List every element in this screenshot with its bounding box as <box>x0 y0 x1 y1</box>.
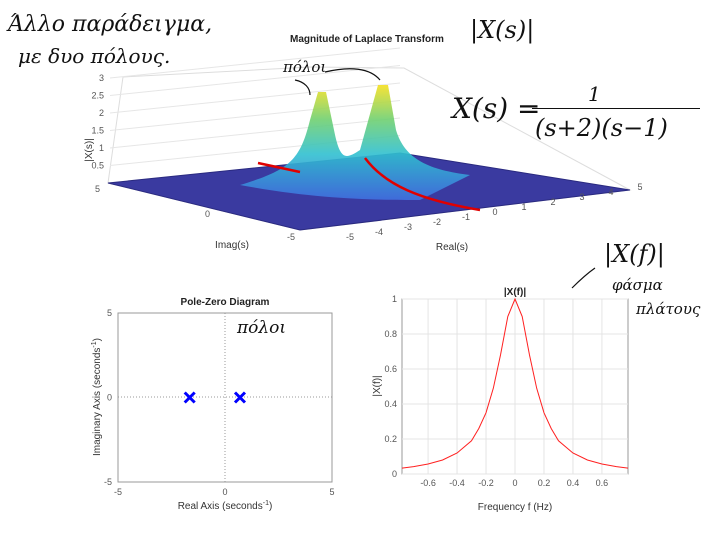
real-tick-label: -4 <box>375 227 383 237</box>
z-gridline <box>109 47 401 79</box>
z-gridline <box>109 65 401 96</box>
real-tick-label: 0 <box>492 207 497 217</box>
z-tick-label: 2.5 <box>91 91 104 101</box>
pole-marker <box>233 391 247 404</box>
pz-title: Pole-Zero Diagram <box>181 297 270 308</box>
pz-y-tick: 0 <box>107 393 112 403</box>
pz-ylabel: Imaginary Axis (seconds-1) <box>91 338 103 456</box>
formula-lhs: X(s) = <box>452 92 541 125</box>
real-tick-label: -3 <box>404 222 412 232</box>
freq-ylabel: |X(f)| <box>372 375 383 396</box>
freq-xlabel: Frequency f (Hz) <box>478 502 552 513</box>
freq-y-tick: 0.4 <box>384 399 397 409</box>
pz-y-tick: -5 <box>104 477 112 487</box>
freq-y-tick: 0.8 <box>384 329 397 339</box>
surface-peaks <box>240 85 470 200</box>
pz-x-tick: 5 <box>329 487 334 497</box>
pz-xlabel: Real Axis (seconds-1) <box>178 500 273 512</box>
real-tick-label: 3 <box>579 192 584 202</box>
surface-zlabel: |X(s)| <box>84 138 95 162</box>
note-amplitude: πλάτους <box>636 300 701 318</box>
real-tick-label: 5 <box>637 182 642 192</box>
z-gridline <box>109 82 401 114</box>
z-tick-label: 0.5 <box>91 161 104 171</box>
note-spectrum: φάσμα <box>612 276 663 294</box>
z-gridline <box>109 100 401 131</box>
pole-marker <box>183 391 196 404</box>
formula-denominator: (s+2)(s−1) <box>535 114 668 142</box>
imag-tick: 5 <box>95 184 100 194</box>
pz-y-tick: 5 <box>107 308 112 318</box>
note-line2: με δυο πόλους. <box>18 44 171 68</box>
note-xf-magnitude: |X(f)| <box>604 240 665 268</box>
real-tick-label: -1 <box>462 212 470 222</box>
arrow-annotation <box>294 68 381 96</box>
formula-numerator: 1 <box>588 82 601 106</box>
freq-y-tick: 0 <box>392 469 397 479</box>
pz-x-tick: -5 <box>114 487 122 497</box>
freq-x-tick: 0 <box>512 478 517 488</box>
freq-x-tick: -0.6 <box>420 478 436 488</box>
freq-x-tick: -0.2 <box>478 478 494 488</box>
surface-plot: Magnitude of Laplace Transform 0.5 1 1.5 2 2… <box>84 34 643 253</box>
arrow-annotation <box>571 267 596 289</box>
real-tick-label: 4 <box>608 187 613 197</box>
formula-fraction-bar <box>532 108 700 109</box>
note-poles-pz: πόλοι <box>237 318 287 338</box>
z-tick-label: 2 <box>99 108 104 118</box>
pole-zero-plot: Pole-Zero Diagram Real Axis (seconds-1) … <box>91 297 335 512</box>
note-xs-magnitude: |X(s)| <box>470 16 535 44</box>
z-gridline <box>109 135 401 166</box>
frequency-plot: |X(f)| Frequency f (Hz) |X(f)| -0.6 -0.4 -… <box>372 287 629 513</box>
real-tick-label: -5 <box>346 232 354 242</box>
surface-xlabel: Real(s) <box>436 242 468 253</box>
real-tick-label: -2 <box>433 217 441 227</box>
freq-y-tick: 0.2 <box>384 434 397 444</box>
freq-title: |X(f)| <box>504 287 526 298</box>
pz-x-tick: 0 <box>222 487 227 497</box>
note-poles-top: πόλοι <box>283 58 327 76</box>
surface-ylabel: Imag(s) <box>215 240 249 251</box>
freq-x-tick: 0.2 <box>538 478 551 488</box>
surface-highlight-curve <box>257 157 481 212</box>
freq-x-tick: -0.4 <box>449 478 465 488</box>
freq-y-tick: 0.6 <box>384 364 397 374</box>
z-tick-label: 1.5 <box>91 126 104 136</box>
z-gridline <box>109 117 401 149</box>
imag-tick: -5 <box>287 232 295 242</box>
z-tick-label: 1 <box>99 143 104 153</box>
z-tick-label: 3 <box>99 73 104 83</box>
real-tick-label: 1 <box>521 202 526 212</box>
freq-y-tick: 1 <box>392 294 397 304</box>
surface-title: Magnitude of Laplace Transform <box>290 34 444 45</box>
freq-x-tick: 0.6 <box>596 478 609 488</box>
imag-tick: 0 <box>205 209 210 219</box>
real-tick-label: 2 <box>550 197 555 207</box>
freq-curve <box>401 297 629 469</box>
note-line1: Άλλο παράδειγμα, <box>8 12 213 37</box>
freq-x-tick: 0.4 <box>567 478 580 488</box>
